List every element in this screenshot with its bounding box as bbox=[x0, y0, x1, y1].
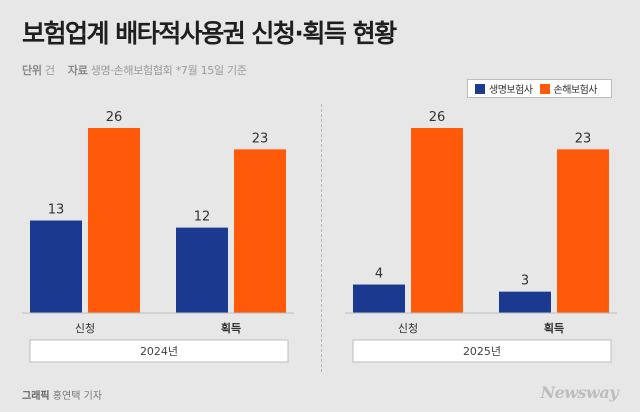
chart-legend: 생명보험사 손해보험사 bbox=[467, 79, 612, 98]
date-note: *7월 15일 기준 bbox=[175, 64, 247, 77]
data-label: 26 bbox=[106, 110, 123, 125]
unit-value: 건 bbox=[44, 64, 55, 77]
legend-item-life: 생명보험사 bbox=[475, 81, 533, 96]
data-label: 3 bbox=[521, 274, 529, 289]
bar-nonlife-2025년-신청 bbox=[411, 128, 463, 313]
bar-life-2024년-신청 bbox=[30, 220, 82, 313]
data-label: 13 bbox=[48, 203, 65, 218]
category-label: 신청 bbox=[398, 322, 418, 335]
year-box bbox=[29, 339, 289, 363]
brand-logo: Newsway bbox=[540, 383, 618, 402]
data-label: 26 bbox=[429, 110, 446, 125]
source-value: 생명·손해보험협회 bbox=[90, 64, 173, 77]
unit-label: 단위 bbox=[22, 64, 42, 77]
data-label: 23 bbox=[252, 131, 269, 146]
data-label: 12 bbox=[194, 210, 211, 225]
bar-nonlife-2024년-신청 bbox=[88, 128, 140, 313]
category-label: 신청 bbox=[75, 322, 95, 335]
chart-meta: 단위 건 자료 생명·손해보험협회 *7월 15일 기준 bbox=[22, 62, 247, 78]
bar-nonlife-2024년-획득 bbox=[234, 149, 286, 313]
credit: 그래픽 홍연택 기자 bbox=[22, 387, 102, 402]
year-label: 2025년 bbox=[463, 345, 501, 358]
category-label: 획득 bbox=[221, 321, 241, 335]
chart-title: 보험업계 배타적사용권 신청·획득 현황 bbox=[22, 19, 397, 48]
graphic-label: 그래픽 bbox=[22, 391, 50, 402]
source-label: 자료 bbox=[67, 64, 88, 77]
legend-swatch-nonlife bbox=[539, 83, 550, 94]
year-box bbox=[352, 339, 612, 363]
data-label: 23 bbox=[575, 131, 592, 146]
data-label: 4 bbox=[375, 267, 383, 282]
legend-label-life: 생명보험사 bbox=[489, 85, 533, 96]
legend-swatch-life bbox=[475, 83, 485, 94]
author: 홍연택 기자 bbox=[52, 391, 102, 402]
bar-life-2025년-획득 bbox=[499, 291, 551, 313]
panel-divider bbox=[321, 104, 322, 372]
legend-item-nonlife: 손해보험사 bbox=[539, 81, 598, 96]
bar-nonlife-2025년-획득 bbox=[557, 149, 609, 313]
legend-label-nonlife: 손해보험사 bbox=[553, 85, 598, 96]
year-label: 2024년 bbox=[140, 345, 178, 358]
bar-life-2024년-획득 bbox=[176, 227, 228, 313]
category-label: 획득 bbox=[544, 321, 564, 335]
bar-life-2025년-신청 bbox=[353, 284, 405, 313]
